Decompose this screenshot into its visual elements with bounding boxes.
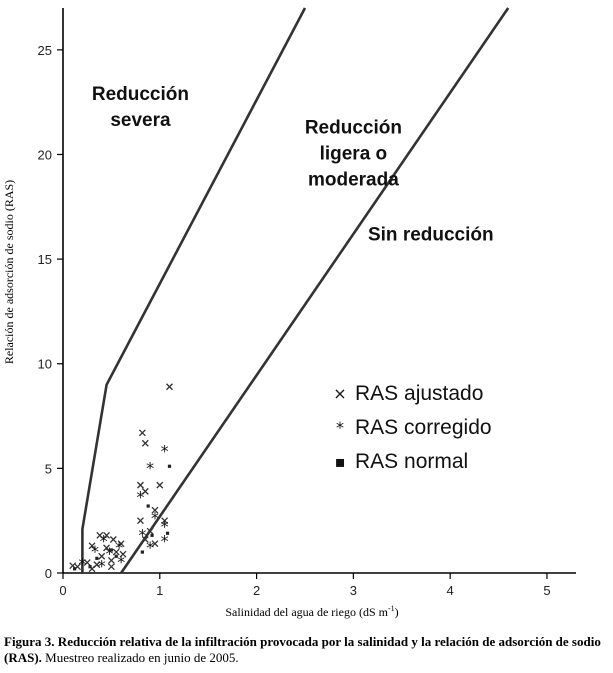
y-tick-label: 0 <box>45 566 52 581</box>
point-ras-normal <box>140 550 144 554</box>
point-ras-normal <box>165 531 170 535</box>
point-ras-ajustado <box>88 542 96 550</box>
point-ras-ajustado <box>156 481 164 489</box>
point-ras-normal <box>95 556 99 560</box>
point-ras-ajustado <box>98 552 106 560</box>
point-ras-corregido: * <box>98 557 106 576</box>
point-ras-ajustado <box>107 556 115 564</box>
point-ras-corregido: * <box>100 532 108 551</box>
point-ras-normal <box>73 567 77 571</box>
point-ras-ajustado <box>141 439 149 447</box>
point-ras-normal <box>146 504 150 508</box>
point-ras-ajustado <box>109 536 117 543</box>
point-ras-ajustado <box>166 383 173 391</box>
point-ras-corregido: * <box>161 442 169 461</box>
point-ras-ajustado <box>83 559 91 566</box>
legend-label: RAS ajustado <box>355 382 483 405</box>
point-ras-corregido: * <box>146 538 154 557</box>
point-ras-ajustado <box>146 527 154 535</box>
caption-bold: Figura 3. Reducción relativa de la infil… <box>4 634 601 665</box>
point-ras-ajustado <box>136 517 144 525</box>
point-ras-corregido: * <box>105 544 113 563</box>
point-ras-normal <box>167 464 172 468</box>
y-tick-label: 5 <box>45 461 52 476</box>
zone-label-line: ligera o <box>320 144 388 165</box>
data-points: ******* ** ** * ** * <box>69 383 173 576</box>
point-ras-ajustado <box>119 550 127 558</box>
point-ras-normal <box>114 554 118 558</box>
legend-label: RAS normal <box>355 450 468 473</box>
point-ras-corregido: * <box>146 458 154 477</box>
x-tick-label: 0 <box>59 583 66 598</box>
zone-labels: Reducción severa Reducción ligera o moderada… <box>92 84 494 245</box>
point-ras-ajustado <box>107 563 115 571</box>
point-ras-ajustado <box>141 536 149 543</box>
caption-normal: Muestreo realizado en junio de 2005. <box>41 650 239 665</box>
zone-label-line: moderada <box>308 170 399 191</box>
y-tick-label: 20 <box>38 147 52 162</box>
zone-label-line: Sin reducción <box>368 224 494 245</box>
point-ras-corregido: * <box>151 509 159 528</box>
point-ras-ajustado <box>112 548 120 556</box>
point-ras-ajustado <box>136 481 144 489</box>
x-tick-label: 2 <box>253 583 260 598</box>
legend-label: RAS corregido <box>355 416 492 439</box>
point-ras-corregido: * <box>161 517 169 536</box>
y-tick-label: 10 <box>38 357 52 372</box>
y-axis-title: Relación de adsorción de sodio (RAS) <box>2 180 16 364</box>
y-tick-label: 25 <box>38 43 52 58</box>
zone-label-line: severa <box>110 110 171 131</box>
point-ras-ajustado <box>117 540 125 548</box>
point-ras-corregido: * <box>138 525 146 544</box>
point-ras-corregido: * <box>136 488 144 507</box>
point-ras-normal <box>88 565 92 569</box>
point-ras-normal <box>109 548 113 552</box>
x-tick-label: 4 <box>447 583 454 598</box>
legend-symbol: × <box>333 384 346 403</box>
point-ras-ajustado <box>103 531 111 539</box>
legend: × RAS ajustado * RAS corregido ▪ RAS normal <box>333 382 491 473</box>
zone-label-line: Reducción <box>305 118 402 139</box>
point-ras-ajustado <box>96 531 104 539</box>
tick-marks: 0 1 2 3 4 5 0 5 10 15 20 25 <box>38 43 551 598</box>
x-tick-label: 3 <box>350 583 357 598</box>
point-ras-corregido: * <box>117 553 125 572</box>
zone-boundaries <box>81 7 510 574</box>
x-axis-title: Salinidad del agua de riego (dS m-1) <box>225 604 398 619</box>
boundary-line <box>120 7 510 574</box>
zone-label-line: Reducción <box>92 84 189 105</box>
point-ras-corregido: * <box>78 555 86 574</box>
point-ras-ajustado <box>141 487 149 495</box>
legend-symbol: ▪ <box>335 452 346 471</box>
legend-symbol: * <box>336 418 344 437</box>
point-ras-corregido: * <box>115 538 123 557</box>
point-ras-ajustado <box>161 517 169 525</box>
boundary-line <box>81 7 307 573</box>
point-ras-corregido: * <box>161 532 169 551</box>
y-tick-label: 15 <box>38 252 52 267</box>
point-ras-ajustado <box>151 506 159 514</box>
point-ras-ajustado <box>151 540 159 548</box>
point-ras-ajustado <box>103 544 111 552</box>
figure-caption: Figura 3. Reducción relativa de la infil… <box>4 634 610 666</box>
x-tick-label: 1 <box>156 583 163 598</box>
point-ras-ajustado <box>138 429 146 437</box>
point-ras-corregido: * <box>91 542 99 561</box>
axes <box>62 8 576 574</box>
x-tick-label: 5 <box>543 583 550 598</box>
point-ras-normal <box>150 533 154 537</box>
